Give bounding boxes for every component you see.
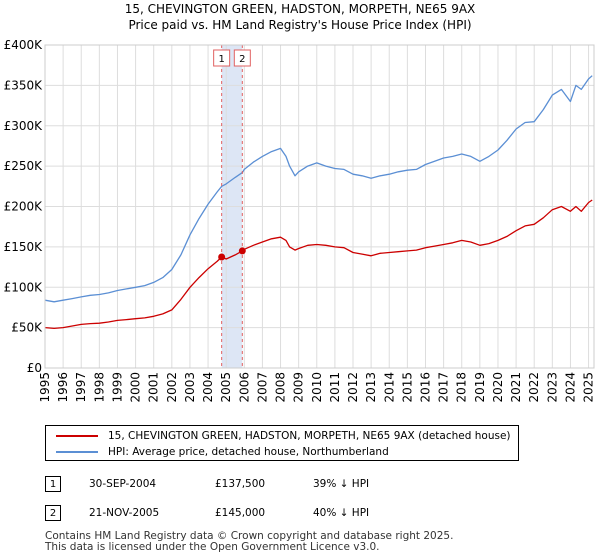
chart-title-line1: 15, CHEVINGTON GREEN, HADSTON, MORPETH, … bbox=[124, 2, 476, 16]
transaction-hpi-diff: 39% ↓ HPI bbox=[313, 478, 370, 490]
x-tick-label: 1998 bbox=[92, 372, 106, 403]
price-paid-line bbox=[44, 199, 593, 330]
price-chart: 1 2 £0 £50K £100K £150K £200K £250K £300K £350K £… bbox=[4, 38, 596, 403]
x-tick-label: 2023 bbox=[545, 372, 559, 403]
plot-frame bbox=[44, 44, 595, 369]
x-tick-label: 2001 bbox=[147, 372, 161, 403]
legend-swatch-hpi bbox=[56, 451, 98, 453]
legend-label-hpi: HPI: Average price, detached house, Nort… bbox=[108, 446, 389, 458]
x-tick-label: 2020 bbox=[491, 372, 505, 403]
x-tick-label: 2014 bbox=[382, 372, 396, 403]
x-tick-label: 2025 bbox=[582, 372, 596, 403]
x-tick-label: 2005 bbox=[219, 372, 233, 403]
x-tick-label: 1995 bbox=[38, 372, 52, 403]
chart-title-line2: Price paid vs. HM Land Registry's House … bbox=[128, 18, 472, 32]
transaction-badge: 1 bbox=[45, 476, 61, 492]
x-tick-label: 2003 bbox=[183, 372, 197, 403]
y-tick-label: £50K bbox=[11, 321, 43, 335]
y-tick-label: £250K bbox=[4, 159, 44, 173]
x-tick-label: 2017 bbox=[437, 372, 451, 403]
y-tick-label: £300K bbox=[4, 119, 44, 133]
transaction-marker-label: 1 bbox=[218, 54, 224, 65]
legend-label-price-paid: 15, CHEVINGTON GREEN, HADSTON, MORPETH, … bbox=[108, 430, 511, 442]
hpi-line bbox=[44, 75, 593, 303]
y-tick-label: £200K bbox=[4, 200, 44, 214]
x-tick-label: 2006 bbox=[237, 372, 251, 403]
transaction-date: 30-SEP-2004 bbox=[89, 478, 157, 490]
y-tick-label: £100K bbox=[4, 280, 44, 294]
x-tick-label: 2022 bbox=[527, 372, 541, 403]
x-tick-label: 2018 bbox=[455, 372, 469, 403]
x-tick-label: 2015 bbox=[400, 372, 414, 403]
transaction-marker-label: 2 bbox=[239, 54, 245, 65]
y-tick-label: £150K bbox=[4, 240, 44, 254]
x-tick-label: 2008 bbox=[274, 372, 288, 403]
footer-copyright: Contains HM Land Registry data © Crown c… bbox=[45, 530, 454, 542]
x-tick-label: 2007 bbox=[255, 372, 269, 403]
x-tick-label: 2009 bbox=[292, 372, 306, 403]
y-tick-label: £350K bbox=[4, 78, 44, 92]
x-tick-label: 2019 bbox=[473, 372, 487, 403]
x-tick-label: 2016 bbox=[418, 372, 432, 403]
transaction-date: 21-NOV-2005 bbox=[89, 507, 160, 519]
transaction-marker-box bbox=[233, 49, 251, 67]
transaction-price: £137,500 bbox=[215, 478, 266, 490]
legend-swatch-price-paid bbox=[56, 435, 98, 437]
footer-attribution: Contains HM Land Registry data © Crown c… bbox=[45, 531, 453, 553]
x-tick-label: 2013 bbox=[364, 372, 378, 403]
transaction-badge: 2 bbox=[45, 505, 61, 521]
x-tick-label: 2002 bbox=[165, 372, 179, 403]
chart-legend: 15, CHEVINGTON GREEN, HADSTON, MORPETH, … bbox=[45, 425, 519, 461]
x-tick-label: 1999 bbox=[110, 372, 124, 403]
transaction-point bbox=[238, 247, 246, 255]
x-tick-label: 2011 bbox=[328, 372, 342, 403]
x-tick-label: 2010 bbox=[310, 372, 324, 403]
x-tick-label: 2012 bbox=[346, 372, 360, 403]
transaction-row: 1 30-SEP-2004 £137,500 39% ↓ HPI bbox=[45, 476, 565, 496]
x-tick-label: 2000 bbox=[129, 372, 143, 403]
x-tick-label: 1997 bbox=[74, 372, 88, 403]
x-tick-label: 2021 bbox=[509, 372, 523, 403]
transaction-marker-box bbox=[213, 49, 231, 67]
transaction-hpi-diff: 40% ↓ HPI bbox=[313, 507, 370, 519]
footer-licence: This data is licensed under the Open Gov… bbox=[45, 541, 380, 553]
x-tick-label: 1996 bbox=[56, 372, 70, 403]
transaction-row: 2 21-NOV-2005 £145,000 40% ↓ HPI bbox=[45, 505, 565, 525]
transaction-price: £145,000 bbox=[215, 507, 266, 519]
y-tick-label: £0 bbox=[27, 361, 42, 375]
transaction-point bbox=[218, 253, 226, 261]
x-tick-label: 2024 bbox=[563, 372, 577, 403]
y-tick-label: £400K bbox=[4, 38, 44, 52]
x-tick-label: 2004 bbox=[201, 372, 215, 403]
